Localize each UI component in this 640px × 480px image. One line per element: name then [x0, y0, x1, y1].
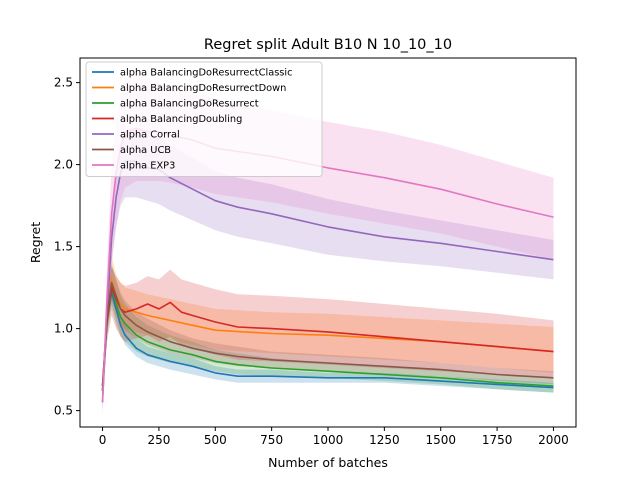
legend-label-3: alpha BalancingDoubling [120, 114, 242, 125]
x-tick-label-1: 250 [147, 433, 170, 447]
band-series-1 [102, 254, 554, 403]
line-series-5 [101, 281, 554, 387]
line-series-4 [101, 160, 554, 403]
x-tick-label-8: 2000 [538, 433, 569, 447]
y-tick-label-2: 1.5 [54, 240, 73, 254]
y-axis-ticks: 0.5 1.0 1.5 2.0 2.5 [54, 76, 80, 418]
legend-label-6: alpha EXP3 [120, 161, 175, 172]
band-series-2 [102, 263, 554, 403]
x-tick-label-4: 1000 [313, 433, 344, 447]
x-tick-label-6: 1500 [425, 433, 456, 447]
band-series-5 [102, 266, 554, 398]
y-tick-label-1: 1.0 [54, 322, 73, 336]
legend-label-1: alpha BalancingDoResurrectDown [120, 83, 286, 94]
line-series-0 [101, 291, 554, 391]
legend-label-2: alpha BalancingDoResurrect [120, 99, 259, 110]
x-tick-label-7: 1750 [482, 433, 513, 447]
y-tick-label-4: 2.5 [54, 76, 73, 90]
line-series-2 [101, 286, 554, 391]
y-axis-label: Regret [28, 222, 43, 263]
x-tick-label-2: 500 [204, 433, 227, 447]
x-axis-label: Number of batches [268, 455, 388, 470]
y-tick-label-3: 2.0 [54, 158, 73, 172]
legend-box [85, 61, 323, 177]
legend-label-0: alpha BalancingDoResurrectClassic [120, 68, 293, 79]
x-tick-label-0: 0 [99, 433, 107, 447]
x-tick-label-3: 750 [260, 433, 283, 447]
band-series-0 [102, 281, 554, 403]
x-tick-label-5: 1250 [369, 433, 400, 447]
line-series-3 [101, 286, 554, 387]
y-tick-label-0: 0.5 [54, 404, 73, 418]
chart-title: Regret split Adult B10 N 10_10_10 [204, 37, 452, 53]
legend-label-5: alpha UCB [120, 145, 171, 156]
legend-label-4: alpha Corral [120, 130, 180, 141]
legend: alpha BalancingDoResurrectClassic alpha B… [85, 61, 323, 177]
x-axis-ticks: 0 250 500 750 1000 1250 1500 1750 2000 [99, 427, 569, 447]
